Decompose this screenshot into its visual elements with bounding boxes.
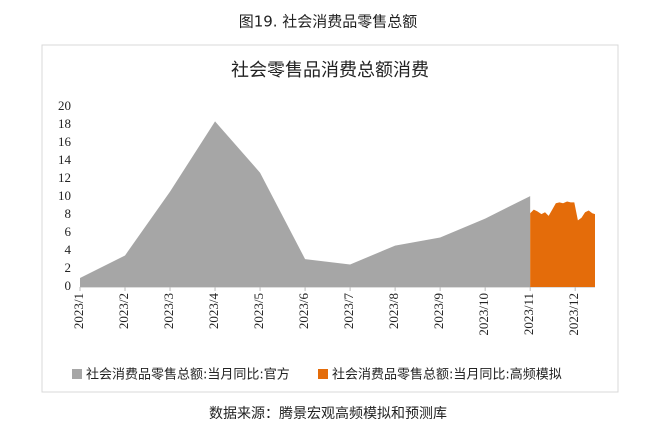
legend-swatch (72, 369, 82, 379)
x-tick-label: 2023/7 (341, 293, 356, 330)
x-tick-label: 2023/11 (521, 293, 536, 335)
x-tick-label: 2023/9 (431, 293, 446, 329)
y-tick-label: 0 (65, 278, 72, 293)
x-tick-label: 2023/2 (116, 293, 131, 329)
legend-label: 社会消费品零售总额:当月同比:官方 (86, 367, 290, 383)
x-tick-label: 2023/6 (296, 293, 311, 330)
y-tick-label: 4 (65, 242, 72, 257)
y-tick-label: 14 (58, 152, 72, 167)
y-tick-label: 16 (58, 134, 72, 149)
y-tick-label: 6 (65, 224, 72, 239)
legend-label: 社会消费品零售总额:当月同比:高频模拟 (332, 367, 562, 383)
x-tick-label: 2023/5 (251, 293, 266, 329)
y-tick-label: 18 (58, 116, 71, 131)
y-tick-label: 20 (58, 98, 71, 113)
chart-title: 社会零售品消费总额消费 (231, 60, 429, 80)
legend-swatch (318, 369, 328, 379)
y-tick-label: 8 (65, 206, 72, 221)
x-tick-label: 2023/12 (566, 293, 581, 336)
x-tick-label: 2023/4 (206, 293, 221, 330)
area (530, 201, 595, 287)
x-tick-label: 2023/3 (161, 293, 176, 329)
x-tick-label: 2023/1 (71, 293, 86, 329)
area (80, 121, 531, 288)
y-tick-label: 12 (58, 170, 71, 185)
x-tick-label: 2023/10 (476, 293, 491, 336)
source: 数据来源：腾景宏观高频模拟和预测库 (209, 405, 447, 419)
y-tick-label: 2 (65, 260, 72, 275)
figure-title: 图19. 社会消费品零售总额 (239, 13, 418, 31)
x-tick-label: 2023/8 (386, 293, 401, 329)
y-tick-label: 10 (58, 188, 71, 203)
chart-frame (41, 44, 619, 393)
